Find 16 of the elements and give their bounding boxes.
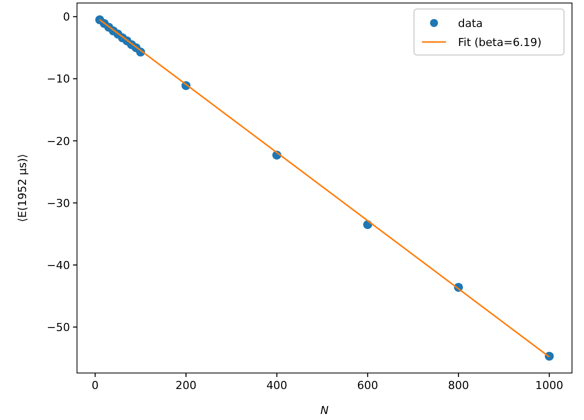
x-tick-label: 400 bbox=[266, 379, 288, 392]
x-axis-title: N bbox=[320, 404, 329, 417]
legend-label: data bbox=[458, 17, 483, 30]
y-tick-label: −20 bbox=[46, 134, 70, 148]
x-tick-label: 1000 bbox=[535, 379, 564, 392]
y-tick-label: −50 bbox=[46, 321, 70, 334]
y-tick-label: −40 bbox=[46, 258, 70, 272]
y-axis-title: ⟨E(1952 μs)⟩ bbox=[16, 154, 29, 222]
x-tick-label: 0 bbox=[92, 379, 99, 392]
x-tick-label: 200 bbox=[175, 379, 196, 392]
y-tick-label: −30 bbox=[46, 196, 70, 210]
legend-label: Fit (beta=6.19) bbox=[458, 36, 542, 49]
y-tick-label: 0 bbox=[63, 10, 70, 24]
y-tick-label: −10 bbox=[46, 72, 70, 86]
x-tick-label: 600 bbox=[357, 379, 378, 392]
x-tick-label: 800 bbox=[448, 379, 469, 392]
